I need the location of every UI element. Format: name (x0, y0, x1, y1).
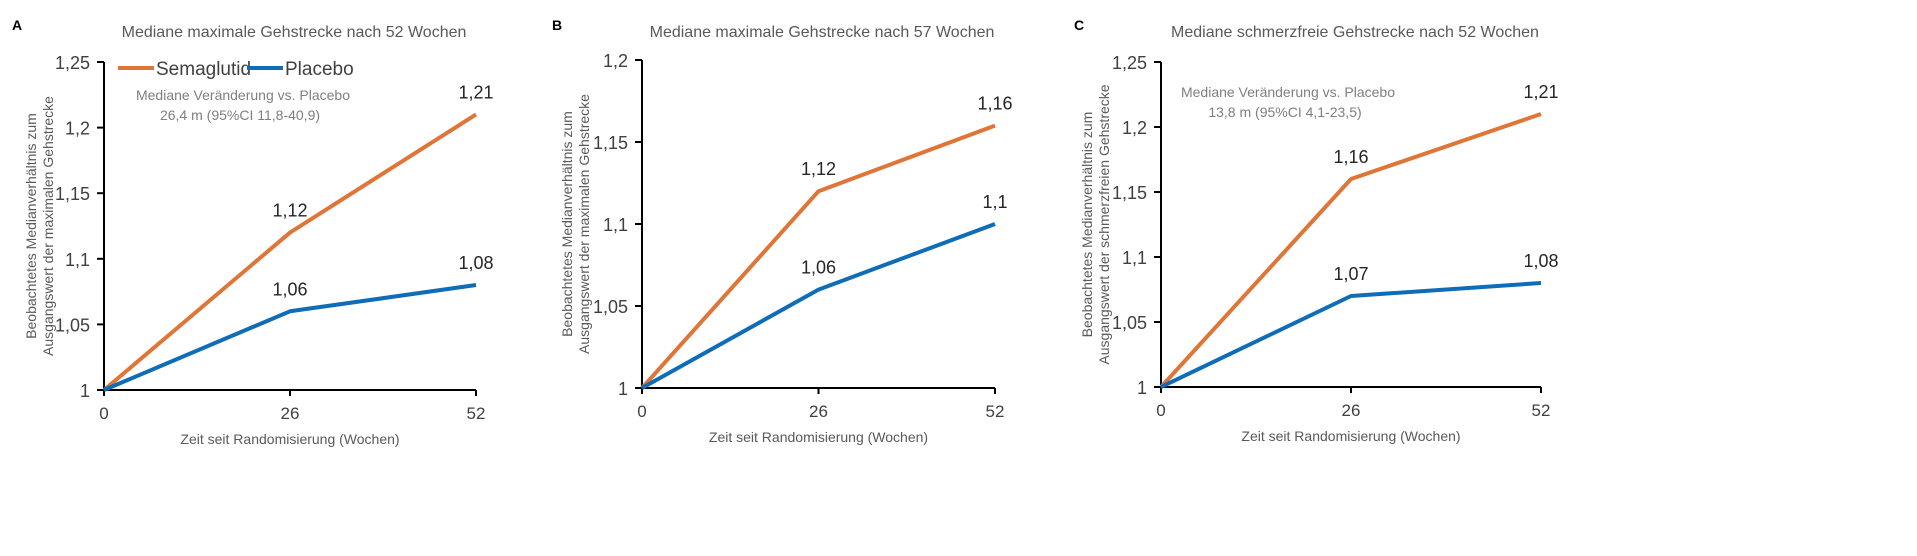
panel-label: C (1074, 17, 1084, 33)
y-tick-label: 1,2 (65, 119, 90, 139)
y-axis-label-line: Ausgangswert der maximalen Gehstrecke (40, 96, 56, 356)
annotation: 26,4 m (95%CI 11,8-40,9) (160, 107, 320, 123)
y-tick-label: 1,1 (603, 215, 628, 235)
annotation: Mediane Veränderung vs. Placebo (136, 87, 350, 103)
series-line-semaglutid (1159, 112, 1542, 389)
y-tick-label: 1,15 (1112, 183, 1147, 203)
y-axis-label: Beobachtetes Medianverhältnis zumAusgang… (23, 96, 56, 356)
series-line-semaglutid (640, 123, 996, 390)
data-label: 1,07 (1333, 264, 1368, 284)
chart-title: Mediane maximale Gehstrecke nach 57 Woch… (650, 24, 995, 41)
x-tick-label: 26 (809, 402, 828, 421)
data-label: 1,1 (982, 192, 1007, 212)
data-label: 1,16 (977, 94, 1012, 114)
y-tick-label: 1,25 (1112, 53, 1147, 73)
series-line-placebo (1160, 281, 1542, 389)
x-tick-label: 0 (637, 402, 646, 421)
series-line-semaglutid (102, 112, 478, 392)
y-tick-label: 1,15 (593, 133, 628, 153)
y-tick-label: 1 (1137, 378, 1147, 398)
series-line-placebo (641, 222, 996, 390)
legend-label: Semaglutid (156, 59, 251, 80)
data-label: 1,06 (801, 258, 836, 278)
legend-label: Placebo (285, 59, 354, 80)
y-axis-label-line: Ausgangswert der maximalen Gehstrecke (576, 94, 592, 354)
x-tick-label: 52 (1532, 401, 1551, 420)
y-axis-label: Beobachtetes Medianverhältnis zumAusgang… (1079, 84, 1112, 364)
data-label: 1,21 (458, 82, 493, 102)
data-label: 1,21 (1523, 82, 1558, 102)
y-tick-label: 1,25 (55, 53, 90, 73)
x-tick-label: 26 (281, 404, 300, 423)
x-tick-label: 0 (99, 404, 108, 423)
annotation: 13,8 m (95%CI 4,1-23,5) (1208, 104, 1361, 120)
data-label: 1,08 (458, 253, 493, 273)
x-tick-label: 26 (1342, 401, 1361, 420)
chart-title: Mediane maximale Gehstrecke nach 52 Woch… (122, 24, 467, 41)
legend-item-placebo: Placebo (247, 59, 354, 80)
y-axis-label-line: Beobachtetes Medianverhältnis zum (23, 113, 39, 339)
y-axis-label-line: Beobachtetes Medianverhältnis zum (1079, 112, 1095, 338)
y-tick-label: 1 (618, 379, 628, 399)
y-axis-label: Beobachtetes Medianverhältnis zumAusgang… (559, 94, 592, 354)
x-tick-label: 52 (467, 404, 486, 423)
y-axis-label-line: Beobachtetes Medianverhältnis zum (559, 111, 575, 337)
legend-item-semaglutid: Semaglutid (118, 59, 251, 80)
chart-panel-C: C Mediane schmerzfreie Gehstrecke nach 52… (1074, 17, 1559, 444)
x-tick-label: 52 (986, 402, 1005, 421)
data-label: 1,12 (272, 201, 307, 221)
y-tick-label: 1,1 (1122, 248, 1147, 268)
y-axis-label-line: Ausgangswert der schmerzfreien Gehstreck… (1096, 84, 1112, 364)
x-tick-label: 0 (1156, 401, 1165, 420)
y-tick-label: 1,05 (55, 315, 90, 335)
chart-panel-A: A Mediane maximale Gehstrecke nach 52 Woc… (12, 17, 494, 447)
panel-label: B (552, 17, 562, 33)
x-axis-label: Zeit seit Randomisierung (Wochen) (1241, 428, 1460, 444)
data-label: 1,16 (1333, 147, 1368, 167)
panel-label: A (12, 17, 22, 33)
data-label: 1,12 (801, 159, 836, 179)
y-tick-label: 1,05 (1112, 313, 1147, 333)
data-label: 1,08 (1523, 251, 1558, 271)
series-line-placebo (103, 283, 477, 392)
chart-panel-B: B Mediane maximale Gehstrecke nach 57 Woc… (552, 17, 1013, 445)
y-tick-label: 1,05 (593, 297, 628, 317)
y-tick-label: 1 (80, 381, 90, 401)
data-label: 1,06 (272, 279, 307, 299)
chart-title: Mediane schmerzfreie Gehstrecke nach 52 … (1171, 24, 1539, 41)
x-axis-label: Zeit seit Randomisierung (Wochen) (709, 429, 928, 445)
y-tick-label: 1,2 (603, 51, 628, 71)
annotation: Mediane Veränderung vs. Placebo (1181, 84, 1395, 100)
y-tick-label: 1,2 (1122, 118, 1147, 138)
x-axis-label: Zeit seit Randomisierung (Wochen) (180, 431, 399, 447)
y-tick-label: 1,1 (65, 250, 90, 270)
y-tick-label: 1,15 (55, 184, 90, 204)
